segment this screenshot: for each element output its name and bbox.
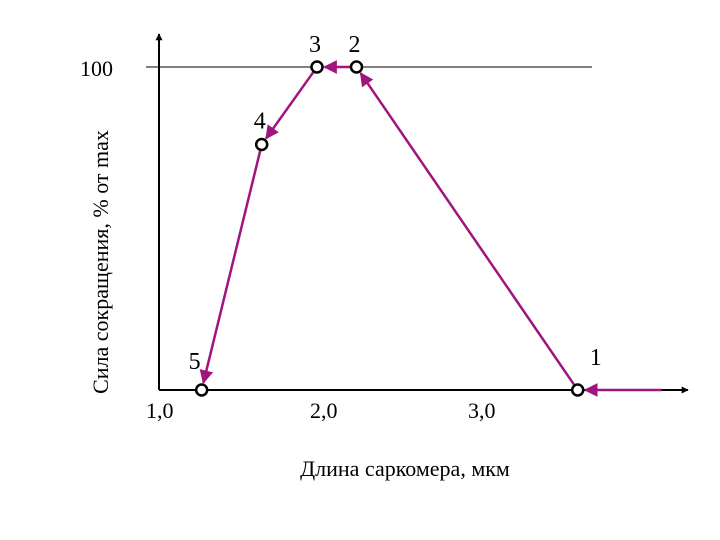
x-tick-label: 2,0 xyxy=(310,398,338,423)
x-tick-label: 3,0 xyxy=(468,398,496,423)
data-point-marker xyxy=(570,383,585,397)
force-length-series xyxy=(199,60,662,397)
data-point-marker xyxy=(349,60,364,74)
x-tick-label: 1,0 xyxy=(146,398,174,423)
segment-arrow-1-to-2 xyxy=(359,72,576,386)
point-label: 3 xyxy=(309,32,321,58)
data-point-marker xyxy=(310,60,324,74)
y-axis-title: Сила сокращения, % от max xyxy=(88,130,113,394)
tick-labels: 100 1,0 2,0 3,0 xyxy=(80,56,496,423)
y-tick-label: 100 xyxy=(80,56,113,81)
point-label: 4 xyxy=(254,109,266,135)
segment-arrow-3-to-4 xyxy=(265,71,315,140)
point-label: 1 xyxy=(590,345,602,371)
data-point-markers xyxy=(194,60,585,397)
axes xyxy=(146,33,689,394)
segment-arrow-4-to-5 xyxy=(199,150,262,385)
data-point-marker xyxy=(194,383,209,397)
point-label: 2 xyxy=(349,32,361,58)
data-point-marker xyxy=(254,137,269,152)
point-label: 5 xyxy=(189,349,201,375)
x-axis-title: Длина саркомера, мкм xyxy=(300,456,510,481)
point-labels: 1 2 3 4 5 xyxy=(189,32,602,375)
